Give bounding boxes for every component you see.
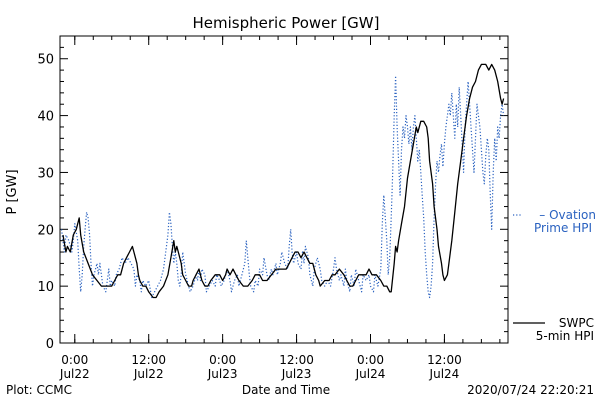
- x-tick-time-label: 0:00: [209, 353, 236, 367]
- y-tick-label: 30: [37, 166, 54, 181]
- x-tick-day-label: Jul24: [355, 367, 386, 381]
- chart-title: Hemispheric Power [GW]: [193, 14, 380, 32]
- y-tick-label: 0: [46, 337, 54, 352]
- y-tick-label: 40: [37, 110, 54, 125]
- y-tick-label: 10: [37, 280, 54, 295]
- x-tick-day-label: Jul22: [133, 367, 164, 381]
- x-tick-time-label: 0:00: [357, 353, 384, 367]
- x-tick-day-label: Jul24: [429, 367, 460, 381]
- x-tick-time-label: 12:00: [427, 353, 462, 367]
- y-tick-label: 50: [37, 53, 54, 68]
- swpc-hpi-series: [62, 63, 505, 299]
- x-tick-day-label: Jul23: [281, 367, 312, 381]
- axes: 010203040500:00Jul2212:00Jul220:00Jul231…: [37, 35, 509, 381]
- footer-timestamp: 2020/07/24 22:20:21: [467, 383, 594, 397]
- legend-swpc-label-1: SWPC: [559, 316, 594, 330]
- legend-swpc-label-2: 5-min HPI: [536, 329, 594, 343]
- x-tick-time-label: 0:00: [61, 353, 88, 367]
- x-axis-label: Date and Time: [242, 383, 330, 397]
- x-tick-day-label: Jul23: [207, 367, 238, 381]
- footer-plot-credit: Plot: CCMC: [6, 383, 72, 397]
- plot-frame: [59, 35, 509, 344]
- y-tick-label: 20: [37, 223, 54, 238]
- series-layer: [60, 63, 505, 299]
- x-tick-time-label: 12:00: [279, 353, 314, 367]
- ovation-prime-hpi-series: [60, 75, 505, 299]
- x-tick-time-label: 12:00: [131, 353, 166, 367]
- x-tick-day-label: Jul22: [59, 367, 90, 381]
- legend-ovation-label-2: Prime HPI: [534, 221, 592, 235]
- legend-ovation-label-1: – Ovation: [539, 208, 596, 222]
- y-axis-label: P [GW]: [5, 169, 20, 214]
